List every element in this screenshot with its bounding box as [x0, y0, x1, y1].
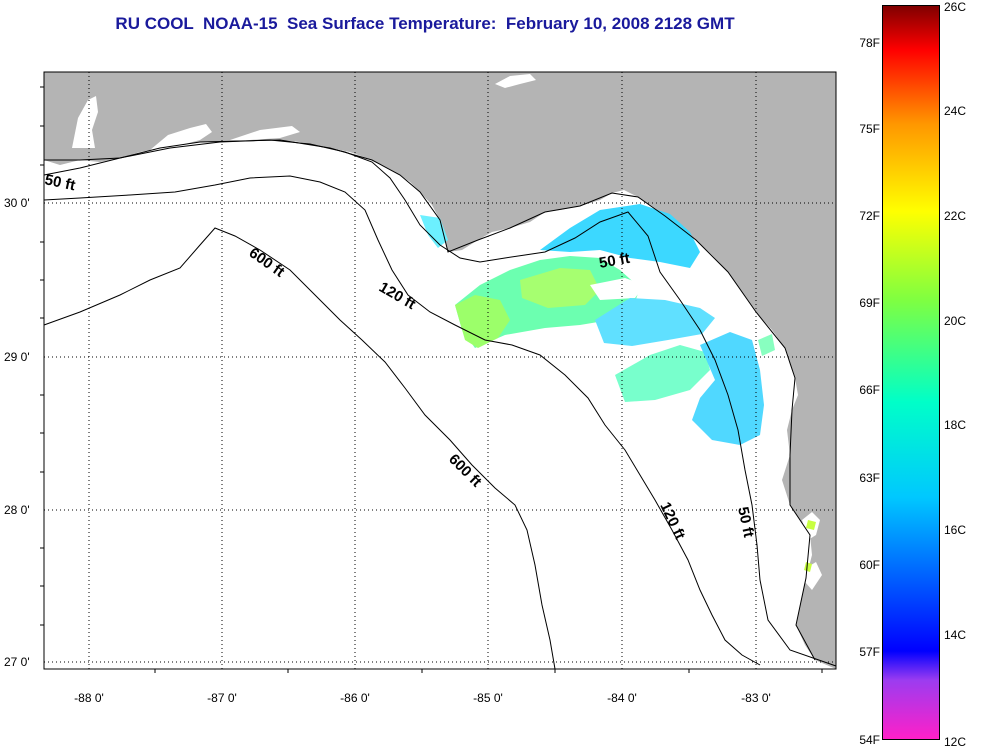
colorbar-f-label-54: 54F [859, 733, 880, 747]
lon-label-85: -85 0' [473, 691, 503, 705]
colorbar-f-label-66: 66F [859, 383, 880, 397]
mobile-bay [72, 96, 98, 148]
colorbar-c-label-12: 12C [944, 735, 967, 749]
choctawhatchee-bay [230, 126, 300, 140]
plot-frame [43, 71, 837, 670]
axis-ticks [40, 86, 823, 673]
temperature-colorbar [882, 5, 940, 740]
colorbar-f-label-60: 60F [859, 558, 880, 572]
pensacola-bay [150, 124, 212, 150]
colorbar-f-label-72: 72F [859, 209, 880, 223]
depth-contours [43, 139, 837, 670]
contour-label-50ft-west: 50 ft [43, 171, 77, 194]
apalachee-inlet [495, 74, 536, 88]
colorbar-c-label-26: 26C [944, 0, 967, 14]
colorbar-c-label-18: 18C [944, 418, 967, 432]
contour-600ft [43, 227, 556, 670]
colorbar-c-label-16: 16C [944, 523, 967, 537]
gulf-water [44, 140, 836, 669]
contour-label-50ft-east-north: 50 ft [598, 250, 631, 272]
lon-label-83: -83 0' [741, 691, 771, 705]
colorbar-c-label-22: 22C [944, 209, 967, 223]
colorbar-c-label-24: 24C [944, 104, 967, 118]
colorbar-f-label-75: 75F [859, 122, 880, 136]
lat-label-28: 28 0' [4, 503, 30, 517]
colorbar-f-label-78: 78F [859, 36, 880, 50]
lat-label-29: 29 0' [4, 350, 30, 364]
lat-label-30: 30 0' [4, 196, 30, 210]
lat-lon-grid [44, 72, 836, 669]
lon-label-87: -87 0' [207, 691, 237, 705]
colorbar-f-label-69: 69F [859, 296, 880, 310]
contour-120ft [43, 175, 761, 666]
map-title: RU COOL NOAA-15 Sea Surface Temperature:… [115, 14, 735, 33]
colorbar-c-label-14: 14C [944, 628, 967, 642]
colorbar-c-label-20: 20C [944, 314, 967, 328]
lon-label-88: -88 0' [74, 691, 104, 705]
lon-label-84: -84 0' [607, 691, 637, 705]
lon-label-86: -86 0' [340, 691, 370, 705]
coastline-outline [44, 139, 816, 661]
contour-label-50ft-east-south: 50 ft [734, 505, 757, 539]
lat-label-27: 27 0' [4, 655, 30, 669]
colorbar-f-label-63: 63F [859, 471, 880, 485]
colorbar-f-label-57: 57F [859, 645, 880, 659]
sst-data [420, 204, 816, 572]
